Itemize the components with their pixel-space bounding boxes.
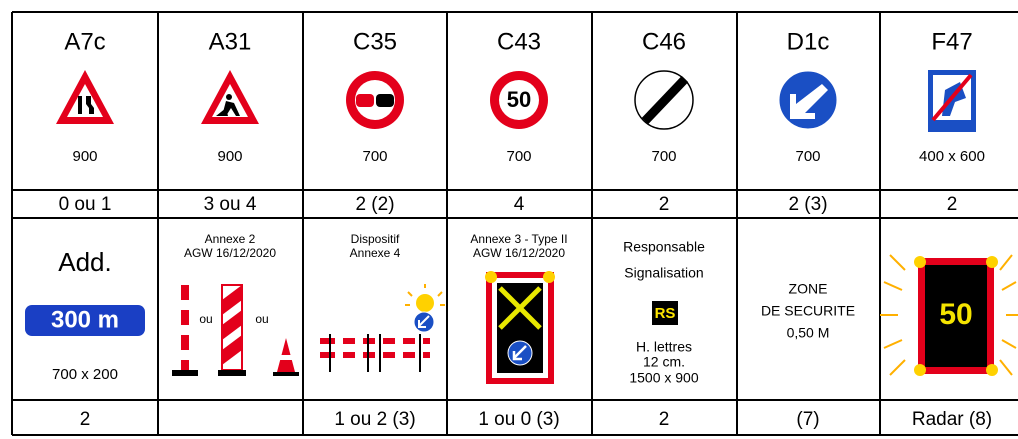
- note-line: H. lettres: [636, 339, 692, 355]
- rs-plate: [652, 301, 678, 325]
- signal-panel: [485, 271, 555, 384]
- quantity: 2 (3): [788, 194, 827, 215]
- sign-c46: [634, 70, 694, 130]
- annex-line: Annexe 4: [350, 246, 401, 260]
- quantity: 1 ou 0 (3): [478, 409, 559, 430]
- quantity: 2: [947, 194, 958, 215]
- sign-size: 700: [795, 148, 820, 165]
- quantity: 0 ou 1: [59, 194, 112, 215]
- responsible-line: Signalisation: [624, 265, 703, 281]
- distance-plate: [25, 305, 145, 336]
- sign-code: C35: [353, 28, 397, 55]
- responsible-line: Responsable: [623, 239, 705, 255]
- quantity: 2: [659, 194, 670, 215]
- or-label: ou: [255, 312, 268, 326]
- sign-a31: [201, 70, 259, 124]
- barrier-device: [320, 284, 445, 372]
- additional-title: Add.: [58, 247, 112, 277]
- annex-line: Dispositif: [351, 232, 400, 246]
- sign-size: 900: [72, 148, 97, 165]
- delineators: [172, 284, 299, 376]
- sign-code: A31: [209, 28, 252, 55]
- quantity: Radar (8): [912, 409, 992, 430]
- sign-d1c: [778, 70, 838, 130]
- quantity: 1 ou 2 (3): [334, 409, 415, 430]
- annex-line: Annexe 3 - Type II: [470, 232, 567, 246]
- distance-text: 300 m: [51, 306, 119, 333]
- sign-a7c: [56, 70, 114, 124]
- annex-line: AGW 16/12/2020: [473, 246, 565, 260]
- sign-size: 700: [506, 148, 531, 165]
- rs-text: RS: [655, 305, 676, 322]
- sign-text: 50: [507, 87, 531, 112]
- note-line: 1500 x 900: [629, 370, 698, 386]
- zone-line: DE SECURITE: [761, 303, 855, 319]
- sign-code: C43: [497, 28, 541, 55]
- annex-line: AGW 16/12/2020: [184, 246, 276, 260]
- radar-speed: 50: [939, 298, 972, 331]
- quantity: 3 ou 4: [204, 194, 257, 215]
- quantity: 2 (2): [355, 194, 394, 215]
- sign-size: 400 x 600: [919, 148, 985, 165]
- sign-code: C46: [642, 28, 686, 55]
- quantity: 4: [514, 194, 525, 215]
- table-grid: [11, 11, 1018, 436]
- zone-line: 0,50 M: [787, 325, 830, 341]
- sign-size: 900: [217, 148, 242, 165]
- or-label: ou: [199, 312, 212, 326]
- quantity: 2: [659, 409, 670, 430]
- sign-size: 700: [362, 148, 387, 165]
- sign-size: 700: [651, 148, 676, 165]
- plate-size: 700 x 200: [52, 366, 118, 383]
- zone-line: ZONE: [789, 281, 828, 297]
- sign-code: D1c: [787, 28, 830, 55]
- sign-c43: 50: [490, 71, 548, 129]
- sign-c35: [346, 71, 404, 129]
- sign-code: F47: [931, 28, 972, 55]
- quantity: 2: [80, 409, 91, 430]
- quantity: (7): [796, 409, 819, 430]
- annex-line: Annexe 2: [205, 232, 256, 246]
- sign-f47: [928, 70, 976, 132]
- note-line: 12 cm.: [643, 354, 685, 370]
- radar-panel: [880, 254, 1018, 376]
- sign-code: A7c: [64, 28, 105, 55]
